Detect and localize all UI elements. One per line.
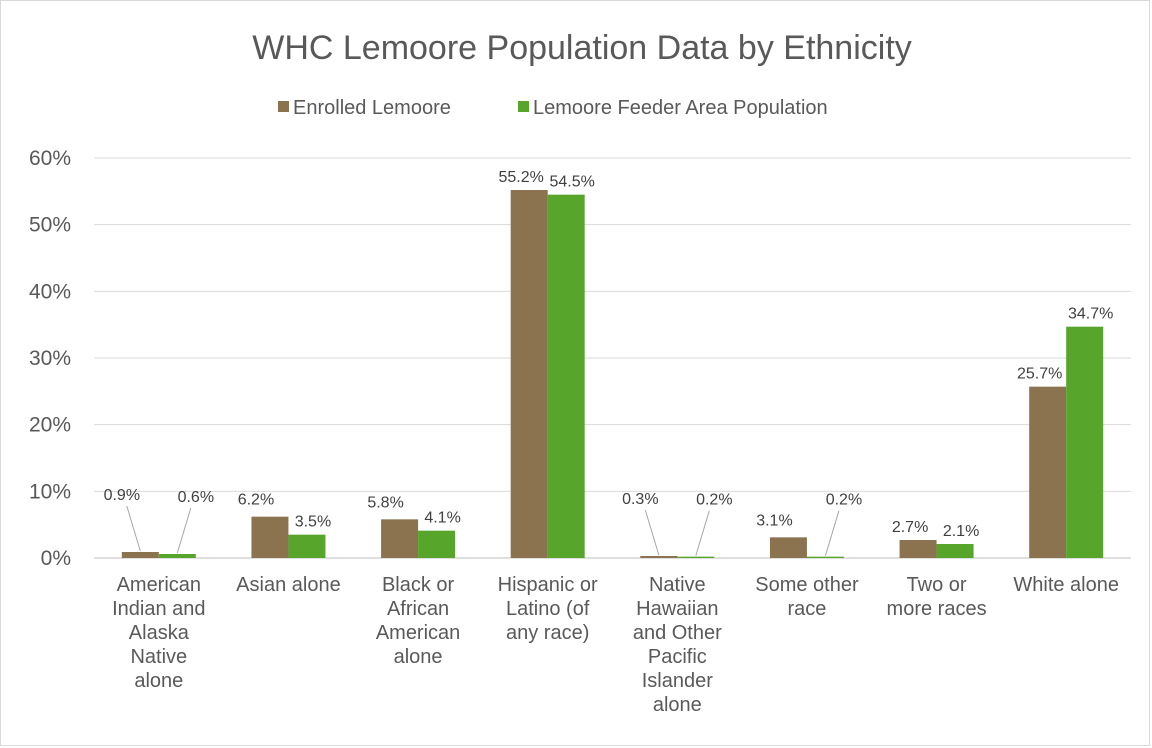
bar xyxy=(677,556,715,558)
bar xyxy=(936,544,974,558)
data-label: 4.1% xyxy=(424,510,460,527)
y-tick-label: 10% xyxy=(29,480,71,503)
data-label: 3.5% xyxy=(295,514,331,531)
x-category-label: Some other race xyxy=(755,574,859,620)
x-category-label: Two or more races xyxy=(887,574,987,620)
data-label: 34.7% xyxy=(1068,306,1113,323)
bar xyxy=(1066,326,1104,558)
legend-label-feeder: Lemoore Feeder Area Population xyxy=(533,97,828,119)
gridlines xyxy=(94,157,1131,559)
data-label: 2.1% xyxy=(943,523,979,540)
x-category-label: Asian alone xyxy=(236,574,341,596)
y-tick-label: 40% xyxy=(29,280,71,303)
x-axis-categories: American Indian and Alaska Native alone Asian… xyxy=(112,574,1119,716)
bar xyxy=(251,516,289,558)
x-category-label: Hispanic or Latino (of any race) xyxy=(498,574,598,644)
data-label: 54.5% xyxy=(550,174,595,191)
bar xyxy=(418,530,456,558)
leader-line xyxy=(644,509,660,556)
data-label: 0.3% xyxy=(622,491,658,508)
data-label: 6.2% xyxy=(238,492,274,509)
y-tick-label: 30% xyxy=(29,347,71,370)
bar xyxy=(158,554,196,558)
data-label: 0.6% xyxy=(178,489,214,506)
y-tick-label: 60% xyxy=(29,147,71,170)
legend-swatch-enrolled xyxy=(278,101,289,112)
x-category-label: Black or African American alone xyxy=(376,574,460,668)
y-tick-label: 20% xyxy=(29,414,71,437)
bar xyxy=(381,519,419,558)
data-label: 0.2% xyxy=(826,492,862,509)
y-tick-label: 50% xyxy=(29,214,71,237)
bar xyxy=(1029,386,1067,558)
legend-swatch-feeder xyxy=(518,101,529,112)
data-label: 0.9% xyxy=(104,487,140,504)
y-tick-label: 0% xyxy=(41,547,71,570)
data-label: 3.1% xyxy=(756,512,792,529)
bar xyxy=(640,556,678,558)
bar xyxy=(899,540,937,558)
y-axis-ticks: 0% 10% 20% 30% 40% 50% 60% xyxy=(29,147,71,570)
legend-label-enrolled: Enrolled Lemoore xyxy=(293,97,451,119)
bar xyxy=(288,534,326,558)
x-category-label: Native Hawaiian and Other Pacific Islander al… xyxy=(633,574,722,716)
x-category-label: American Indian and Alaska Native alone xyxy=(112,574,205,692)
data-labels: 0.9% 0.6% 6.2% 3.5% 5.8% 4.1% 55.2% 54.5% 0.3% 0.… xyxy=(104,169,1114,540)
leader-line xyxy=(824,510,840,556)
data-label: 2.7% xyxy=(892,519,928,536)
leader-line xyxy=(176,507,192,554)
data-label: 25.7% xyxy=(1017,366,1062,383)
bar xyxy=(806,556,844,558)
data-label: 55.2% xyxy=(499,169,544,186)
chart-title: WHC Lemoore Population Data by Ethnicity xyxy=(252,29,912,67)
bar xyxy=(547,194,585,558)
leader-line xyxy=(126,505,141,552)
bars xyxy=(121,190,1104,558)
legend: Enrolled Lemoore Lemoore Feeder Area Pop… xyxy=(278,97,828,119)
x-category-label: White alone xyxy=(1013,574,1119,596)
data-label: 5.8% xyxy=(367,494,403,511)
bar xyxy=(769,537,807,558)
leader-line xyxy=(695,510,710,556)
bar xyxy=(121,552,159,558)
leader-lines xyxy=(126,505,840,556)
data-label: 0.2% xyxy=(696,492,732,509)
bar xyxy=(510,190,548,558)
